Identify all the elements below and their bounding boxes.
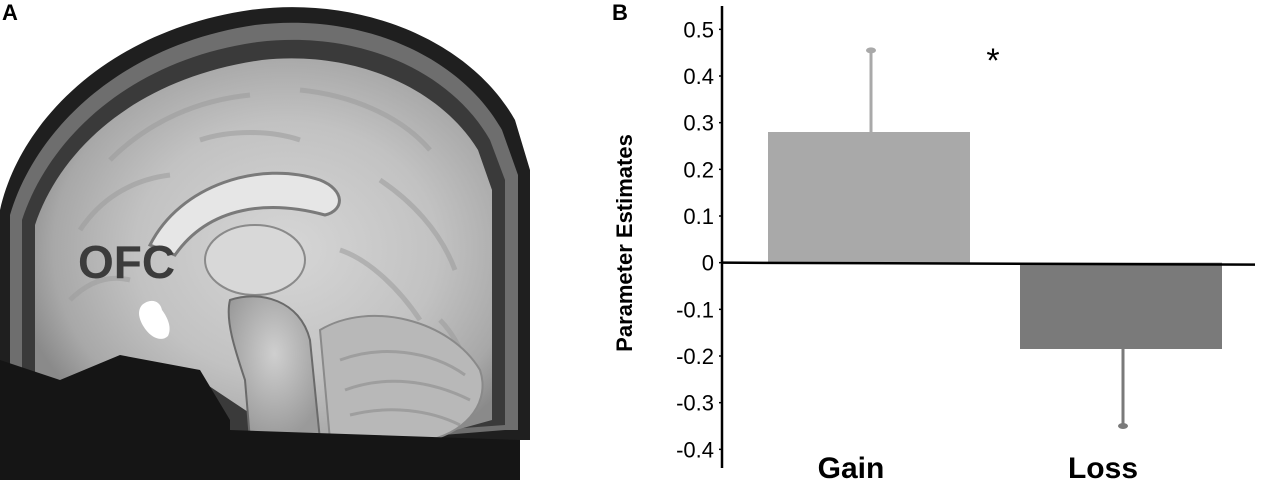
annotations: * [986,42,999,80]
y-axis-label-group: Parameter Estimates [612,134,637,352]
zero-baseline [721,261,1256,266]
x-label-loss: Loss [1068,452,1138,480]
bars [768,132,1222,349]
corpus-callosum [147,171,341,257]
error-bar-cap-loss [1118,423,1128,429]
panel-a-letter: A [2,0,18,25]
axes [720,6,1256,468]
bar-loss [1020,262,1222,349]
significance-asterisk: * [986,42,999,80]
panel-b-bar-chart: B Parameter Estimates 0.5 0.4 0.3 0.2 0.1 0 -0… [600,0,1261,485]
cerebellum-folia [339,350,471,427]
bar-chart-svg: Parameter Estimates 0.5 0.4 0.3 0.2 0.1 0 -0.1… [612,6,1256,485]
thalamus [204,224,306,296]
y-tick-label: 0 [702,251,714,276]
lower-dark-region [0,355,230,480]
brain-mri-image: OFC [0,7,530,481]
bar-gain [768,132,970,263]
y-axis-label: Parameter Estimates [612,134,637,352]
y-tick-label: -0.3 [676,391,714,416]
error-bar-cap-gain [866,47,876,54]
y-tick-label: 0.1 [683,204,714,229]
y-tick-label: 0.2 [683,157,714,182]
panel-b-letter: B [612,0,628,25]
ofc-label: OFC [78,236,175,288]
y-tick-label: -0.4 [676,437,714,462]
cerebellum [318,314,484,441]
y-tick-label: 0.5 [683,17,714,42]
ofc-roi-marker [139,300,170,339]
y-tick-label: 0.3 [683,111,714,136]
error-bars [866,47,1128,429]
x-label-gain: Gain [818,452,885,480]
y-tick-label: 0.4 [683,64,714,89]
x-category-labels: Gain Loss [818,452,1138,485]
panel-a-brain-slice: A [0,0,540,481]
y-tick-label: -0.2 [676,344,714,369]
y-tick-labels: 0.5 0.4 0.3 0.2 0.1 0 -0.1 -0.2 -0.3 -0.4 [676,17,722,462]
neck-dark-region [230,430,520,480]
y-tick-label: -0.1 [676,297,714,322]
